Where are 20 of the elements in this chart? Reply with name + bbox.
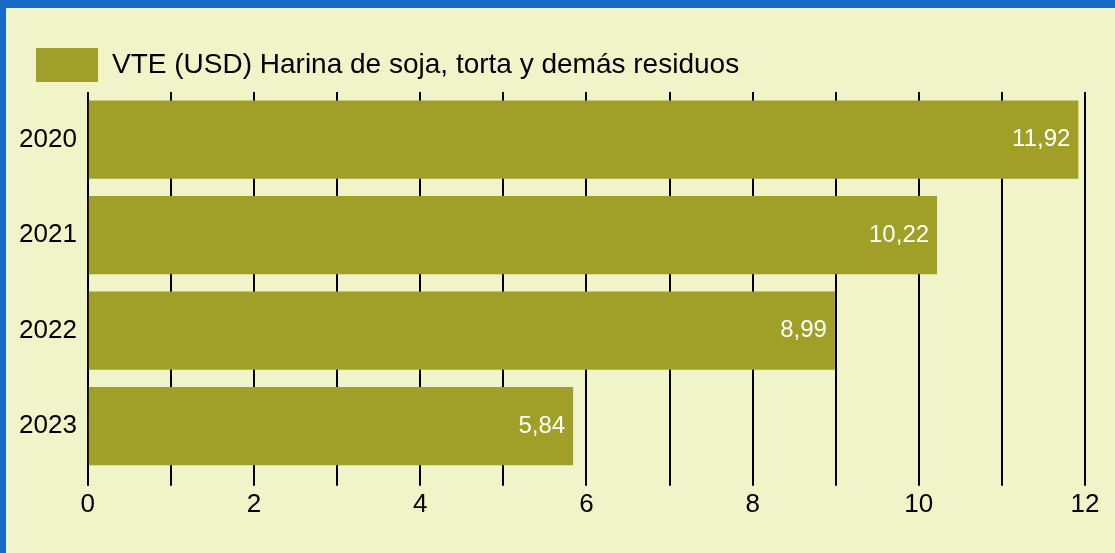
x-tick-label: 12: [1070, 487, 1100, 518]
bar: [88, 100, 1079, 179]
y-tick-label: 2022: [19, 313, 77, 344]
x-tick-label: 0: [80, 487, 96, 518]
data-label: 10,22: [869, 219, 930, 247]
x-tick-label: 2: [246, 487, 262, 518]
x-tick-label: 6: [579, 487, 594, 518]
x-tick-label: 10: [904, 487, 934, 518]
legend-label: VTE (USD) Harina de soja, torta y demás residuos: [112, 47, 740, 79]
x-tick-label: 8: [745, 487, 760, 518]
data-label: 5,84: [518, 410, 566, 438]
bar: [88, 386, 574, 466]
x-tick-label: 4: [412, 487, 428, 518]
data-label: 11,92: [1012, 124, 1071, 152]
y-tick-label: 2023: [19, 409, 77, 440]
data-label: 8,99: [780, 315, 827, 343]
y-tick-label: 2020: [19, 122, 77, 153]
bar: [88, 291, 835, 370]
y-tick-label: 2021: [19, 218, 77, 249]
bar: [88, 196, 938, 275]
